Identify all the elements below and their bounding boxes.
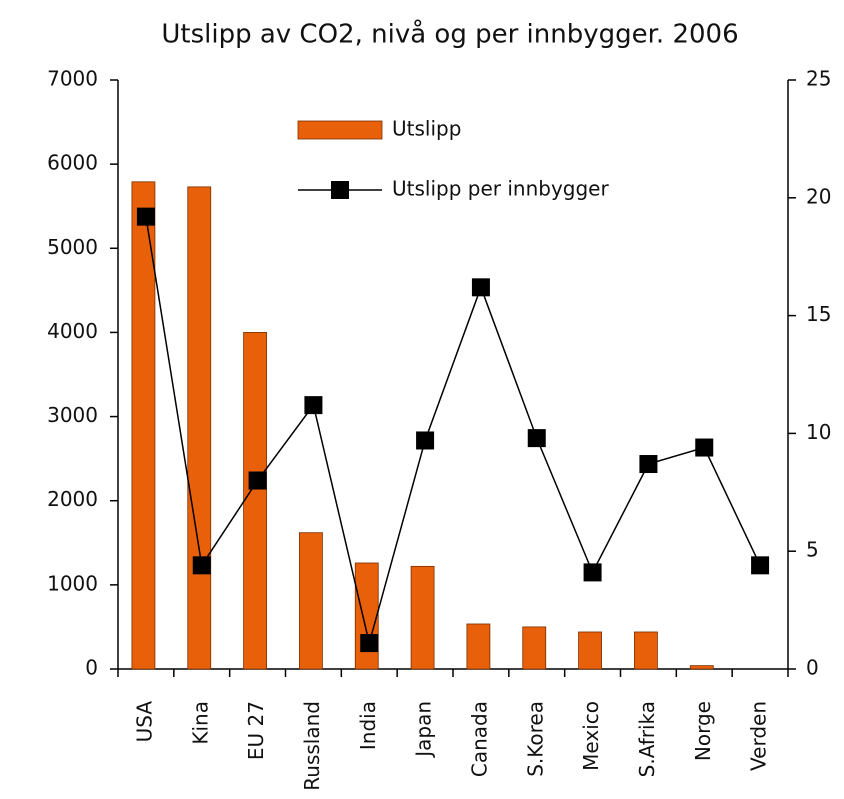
y2-tick-label: 0 bbox=[806, 656, 819, 680]
y-tick-label: 0 bbox=[85, 656, 98, 680]
x-tick-label: S.Afrika bbox=[635, 701, 659, 777]
bar bbox=[634, 631, 658, 670]
marker bbox=[471, 278, 490, 297]
bar bbox=[410, 565, 435, 670]
bar bbox=[354, 562, 379, 670]
x-tick-label: Verden bbox=[747, 701, 771, 771]
bar bbox=[689, 665, 714, 670]
x-tick-label: Canada bbox=[467, 701, 491, 777]
legend-swatch bbox=[297, 120, 383, 140]
marker bbox=[304, 396, 323, 415]
bar bbox=[522, 626, 547, 670]
y-tick-label: 1000 bbox=[47, 571, 98, 595]
bar bbox=[299, 532, 323, 670]
y-tick-label: 5000 bbox=[47, 235, 98, 259]
chart-title: Utslipp av CO2, nivå og per innbygger. 2… bbox=[161, 19, 738, 50]
y-tick-label: 4000 bbox=[47, 319, 98, 343]
x-tick-label: USA bbox=[132, 701, 156, 743]
marker bbox=[527, 429, 546, 448]
bar bbox=[466, 623, 491, 670]
x-tick-label: Mexico bbox=[579, 701, 603, 771]
y2-tick-label: 10 bbox=[806, 420, 831, 444]
x-tick-label: Japan bbox=[412, 701, 436, 759]
marker bbox=[360, 634, 379, 653]
marker bbox=[751, 556, 770, 575]
x-tick-label: Kina bbox=[188, 701, 212, 745]
marker bbox=[695, 438, 714, 457]
y-tick-label: 3000 bbox=[47, 403, 98, 427]
legend-label: Utslipp bbox=[392, 117, 461, 141]
bar bbox=[187, 186, 212, 670]
line bbox=[145, 216, 761, 644]
marker bbox=[583, 563, 602, 582]
bar bbox=[578, 631, 602, 670]
y2-tick-label: 5 bbox=[806, 538, 819, 562]
y2-tick-label: 25 bbox=[806, 67, 831, 91]
legend-label: Utslipp per innbygger bbox=[392, 177, 609, 201]
x-tick-label: India bbox=[356, 701, 380, 750]
marker bbox=[416, 431, 435, 450]
legend-marker bbox=[331, 181, 349, 199]
x-tick-label: EU 27 bbox=[244, 701, 268, 760]
y-tick-label: 2000 bbox=[47, 487, 98, 511]
marker bbox=[248, 471, 267, 490]
y-tick-label: 7000 bbox=[47, 67, 98, 91]
x-tick-label: Norge bbox=[691, 701, 715, 761]
marker bbox=[136, 207, 155, 226]
x-tick-label: Russland bbox=[300, 701, 324, 791]
bar bbox=[243, 332, 267, 670]
bar bbox=[131, 181, 156, 670]
y2-tick-label: 20 bbox=[806, 184, 831, 208]
marker bbox=[639, 455, 658, 474]
x-tick-label: S.Korea bbox=[523, 701, 547, 777]
marker bbox=[192, 556, 211, 575]
y-tick-label: 6000 bbox=[47, 151, 98, 175]
y2-tick-label: 15 bbox=[806, 302, 831, 326]
